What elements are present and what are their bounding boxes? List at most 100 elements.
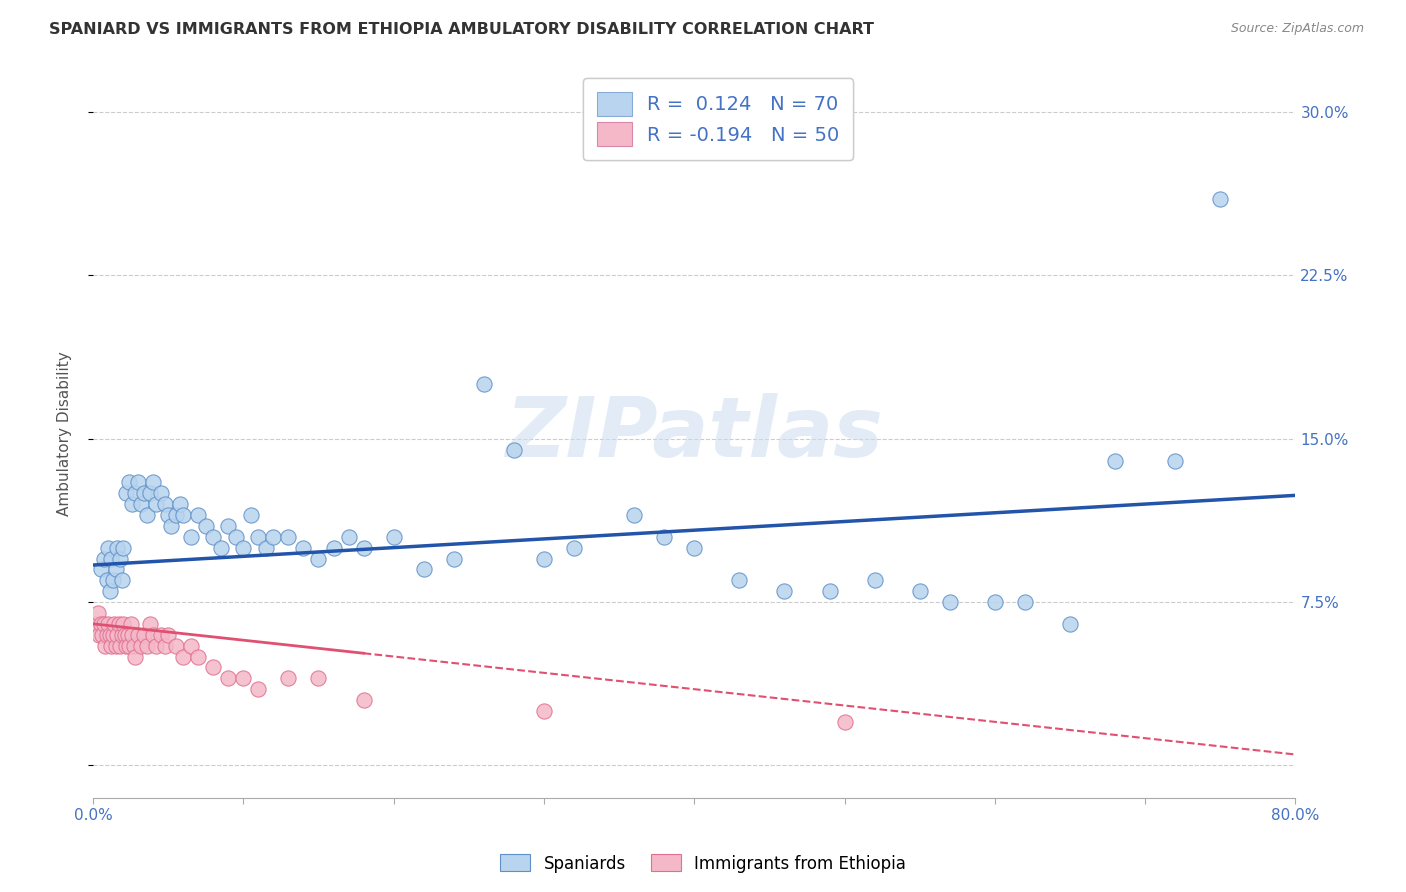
Point <box>89 562 111 576</box>
Point <box>127 628 149 642</box>
Point <box>308 551 330 566</box>
Point <box>139 486 162 500</box>
Point <box>165 639 187 653</box>
Point <box>149 486 172 500</box>
Point <box>277 671 299 685</box>
Point <box>502 442 524 457</box>
Point <box>105 628 128 642</box>
Point <box>121 628 143 642</box>
Point <box>124 486 146 500</box>
Point <box>103 616 125 631</box>
Point <box>145 639 167 653</box>
Point <box>124 649 146 664</box>
Point <box>262 530 284 544</box>
Point <box>623 508 645 522</box>
Point <box>908 584 931 599</box>
Point <box>322 541 344 555</box>
Point <box>136 639 159 653</box>
Point <box>194 519 217 533</box>
Point <box>652 530 675 544</box>
Point <box>121 497 143 511</box>
Point <box>139 616 162 631</box>
Point <box>127 475 149 490</box>
Point <box>165 508 187 522</box>
Point <box>91 628 114 642</box>
Point <box>939 595 962 609</box>
Point <box>217 671 239 685</box>
Point <box>97 616 120 631</box>
Point <box>773 584 796 599</box>
Point <box>110 628 132 642</box>
Point <box>1104 453 1126 467</box>
Point <box>122 639 145 653</box>
Point <box>818 584 841 599</box>
Point <box>1209 192 1232 206</box>
Point <box>134 486 156 500</box>
Point <box>142 628 165 642</box>
Point <box>98 584 121 599</box>
Point <box>96 574 118 588</box>
Point <box>863 574 886 588</box>
Point <box>120 616 142 631</box>
Point <box>97 541 120 555</box>
Point <box>107 616 129 631</box>
Point <box>149 628 172 642</box>
Point <box>84 616 107 631</box>
Point <box>562 541 585 555</box>
Point <box>153 497 176 511</box>
Point <box>292 541 315 555</box>
Point <box>136 508 159 522</box>
Y-axis label: Ambulatory Disability: Ambulatory Disability <box>58 351 72 516</box>
Point <box>101 628 124 642</box>
Point <box>353 541 375 555</box>
Point <box>232 671 254 685</box>
Point <box>153 639 176 653</box>
Point <box>308 671 330 685</box>
Point <box>202 530 225 544</box>
Point <box>187 649 209 664</box>
Point <box>172 649 194 664</box>
Point <box>254 541 277 555</box>
Point <box>112 616 135 631</box>
Point <box>157 628 180 642</box>
Point <box>86 606 108 620</box>
Point <box>100 639 122 653</box>
Point <box>129 497 152 511</box>
Point <box>87 628 110 642</box>
Point <box>104 639 127 653</box>
Point <box>728 574 751 588</box>
Point <box>117 628 139 642</box>
Point <box>145 497 167 511</box>
Point <box>118 475 141 490</box>
Point <box>1059 616 1081 631</box>
Point <box>169 497 191 511</box>
Text: Source: ZipAtlas.com: Source: ZipAtlas.com <box>1230 22 1364 36</box>
Point <box>412 562 434 576</box>
Point <box>353 693 375 707</box>
Point <box>112 541 135 555</box>
Point <box>105 541 128 555</box>
Point <box>101 574 124 588</box>
Point <box>209 541 232 555</box>
Point <box>472 377 495 392</box>
Point <box>683 541 706 555</box>
Point <box>96 628 118 642</box>
Point <box>180 530 202 544</box>
Point <box>239 508 262 522</box>
Point <box>337 530 360 544</box>
Point <box>134 628 156 642</box>
Point <box>180 639 202 653</box>
Point <box>110 574 132 588</box>
Point <box>108 551 131 566</box>
Text: ZIPatlas: ZIPatlas <box>505 392 883 474</box>
Point <box>93 551 115 566</box>
Point <box>115 639 138 653</box>
Point <box>104 562 127 576</box>
Point <box>984 595 1007 609</box>
Point <box>202 660 225 674</box>
Point <box>89 616 111 631</box>
Point <box>1014 595 1036 609</box>
Point <box>187 508 209 522</box>
Point <box>232 541 254 555</box>
Point <box>118 639 141 653</box>
